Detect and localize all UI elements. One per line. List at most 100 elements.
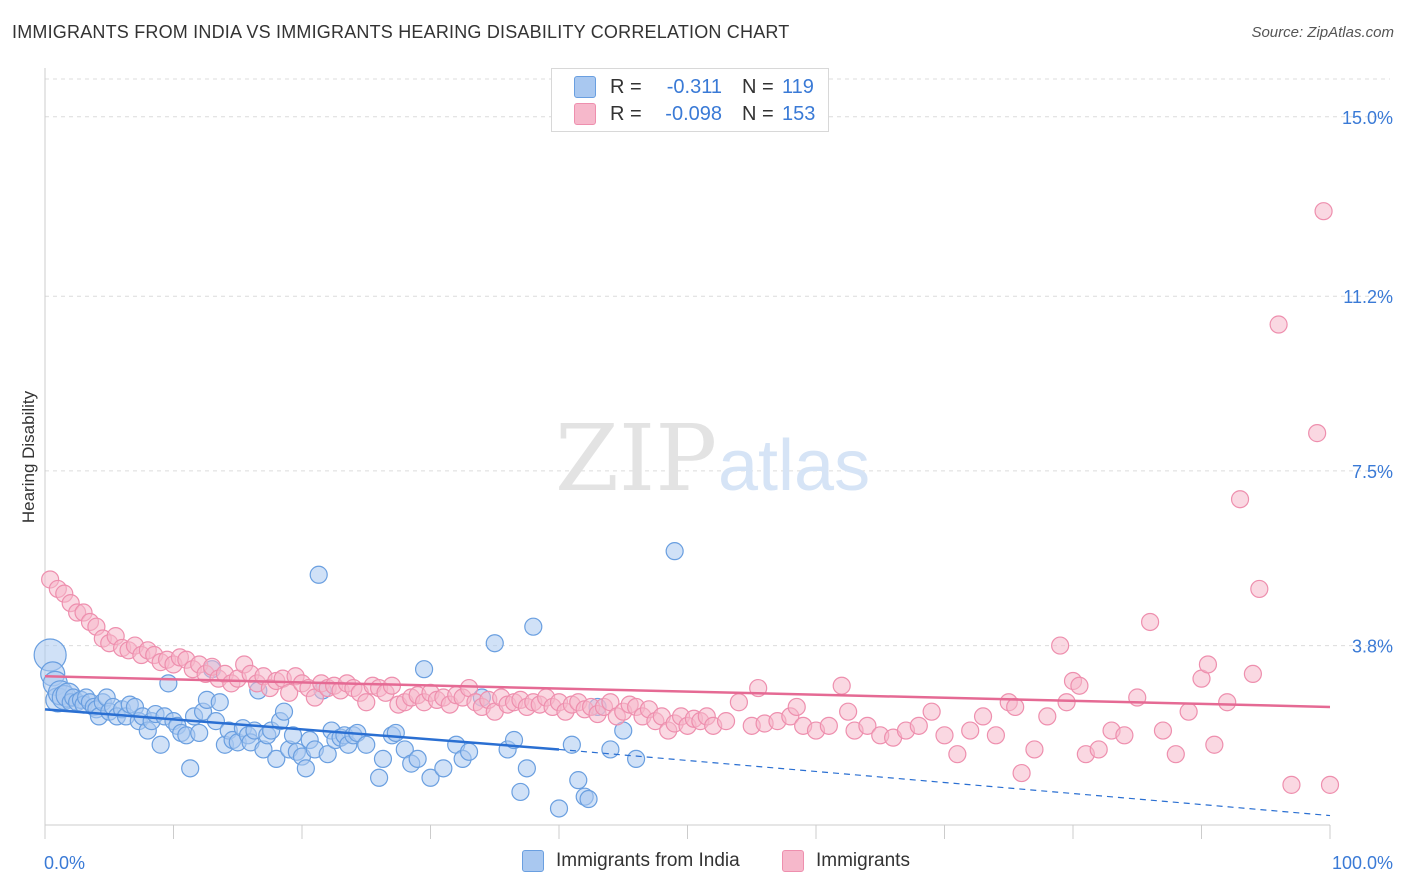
data-point xyxy=(1314,202,1333,221)
data-point xyxy=(909,716,928,735)
data-point xyxy=(1166,745,1185,764)
data-point xyxy=(549,799,569,818)
data-point xyxy=(1153,721,1173,740)
data-point xyxy=(948,745,967,764)
data-point xyxy=(1282,775,1301,794)
data-point xyxy=(1308,424,1327,443)
legend-item-immigrants: Immigrants xyxy=(782,850,910,872)
data-point xyxy=(357,693,376,712)
data-point xyxy=(858,716,877,735)
data-point xyxy=(1179,702,1198,721)
watermark: ZIP atlas xyxy=(555,405,870,512)
data-point xyxy=(517,759,536,778)
series-legend: Immigrants from India Immigrants xyxy=(0,850,1406,878)
trend-line-immigrants xyxy=(44,675,1331,709)
legend-r-label: R = xyxy=(610,102,642,125)
data-point xyxy=(1218,693,1237,712)
data-point xyxy=(459,742,479,761)
data-point xyxy=(408,749,427,768)
data-point xyxy=(986,726,1006,745)
legend-n-label: N = xyxy=(742,75,774,98)
legend-n-label: N = xyxy=(742,102,774,125)
data-point xyxy=(1070,676,1089,695)
data-point xyxy=(504,730,524,750)
data-point xyxy=(190,723,209,743)
gridlines xyxy=(45,78,1390,647)
data-point xyxy=(1205,735,1224,754)
legend-item-india: Immigrants from India xyxy=(522,850,740,872)
data-point xyxy=(1269,315,1288,334)
data-point xyxy=(961,721,980,740)
y-tick-label: 11.2% xyxy=(1343,287,1393,307)
data-point xyxy=(601,740,620,759)
x-tick-label-end: 100.0% xyxy=(1332,853,1393,873)
data-point xyxy=(159,674,178,693)
data-point xyxy=(1057,693,1076,712)
data-point xyxy=(485,634,504,653)
y-tick-label: 3.8% xyxy=(1352,637,1393,657)
legend-row-immigrants: R = -0.098 N = 153 xyxy=(574,102,822,126)
data-point xyxy=(1012,763,1031,783)
trend-lines xyxy=(44,675,1331,817)
data-point xyxy=(181,759,200,778)
watermark-zip: ZIP xyxy=(555,405,717,512)
data-point xyxy=(1089,740,1108,759)
legend-r-value: -0.098 xyxy=(665,102,722,125)
legend-label-immigrants: Immigrants xyxy=(816,850,910,871)
data-point xyxy=(1025,740,1044,759)
data-point xyxy=(421,768,440,787)
data-point xyxy=(524,617,543,636)
data-point xyxy=(922,702,941,721)
data-point xyxy=(296,759,315,778)
data-point xyxy=(819,716,838,735)
data-point xyxy=(370,768,389,787)
data-point xyxy=(280,683,299,702)
trend-line-india-extension xyxy=(558,748,1331,817)
series-immigrants-from-india xyxy=(33,542,684,818)
data-point xyxy=(579,789,598,809)
data-point xyxy=(626,749,646,768)
legend-swatch-immigrants xyxy=(574,103,596,125)
trend-line-india xyxy=(44,708,560,751)
chart-title: IMMIGRANTS FROM INDIA VS IMMIGRANTS HEAR… xyxy=(12,22,790,42)
data-point xyxy=(832,676,851,695)
y-tick-label: 7.5% xyxy=(1352,462,1393,482)
watermark-atlas: atlas xyxy=(718,426,870,506)
data-point xyxy=(318,745,337,764)
data-point xyxy=(1006,697,1025,717)
data-point xyxy=(973,707,993,726)
data-point xyxy=(309,565,328,584)
data-point xyxy=(373,749,393,768)
data-point xyxy=(386,723,405,743)
data-point xyxy=(151,735,170,754)
data-point xyxy=(434,759,453,778)
x-tick-label-start: 0.0% xyxy=(44,853,85,873)
data-point xyxy=(729,693,749,712)
data-point xyxy=(1051,636,1070,655)
series-immigrants xyxy=(41,202,1340,794)
legend-swatch-immigrants xyxy=(782,850,804,872)
y-axis-label-group: Hearing Disability xyxy=(19,390,38,523)
data-point xyxy=(839,702,858,721)
y-tick-label: 15.0% xyxy=(1342,108,1393,128)
legend-label-india: Immigrants from India xyxy=(556,850,740,871)
source-label: Source: ZipAtlas.com xyxy=(1251,24,1394,41)
data-point xyxy=(1140,612,1160,632)
data-point xyxy=(569,771,588,790)
data-point xyxy=(357,735,376,754)
legend-swatch-india xyxy=(574,76,596,98)
data-point xyxy=(562,735,581,754)
data-point xyxy=(716,712,736,731)
data-point xyxy=(1115,726,1134,745)
data-point xyxy=(1198,655,1218,674)
stats-legend: R = -0.311 N = 119 R = -0.098 N = 153 xyxy=(551,68,829,132)
data-point xyxy=(210,693,229,712)
y-axis-label: Hearing Disability xyxy=(19,390,38,523)
data-point xyxy=(414,660,434,679)
tick-labels: 3.8% 7.5% 11.2% 15.0% 0.0% 100.0% xyxy=(44,108,1393,873)
data-point xyxy=(935,726,954,745)
data-point xyxy=(1250,579,1269,599)
legend-n-value: 153 xyxy=(782,102,816,125)
data-point xyxy=(1230,490,1250,509)
